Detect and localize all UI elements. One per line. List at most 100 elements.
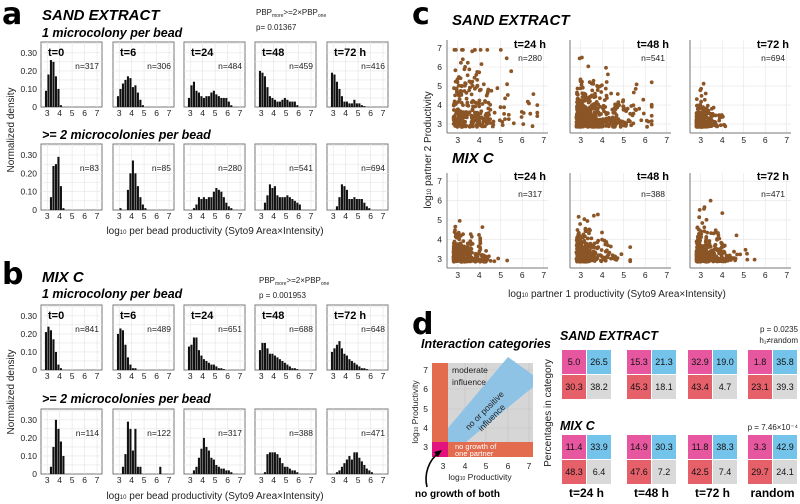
one-partner-label-2: one partner	[455, 449, 494, 458]
histogram-bar	[124, 344, 127, 370]
histogram-bar	[52, 166, 55, 210]
histogram-bar	[207, 362, 210, 370]
histogram-bar	[276, 195, 279, 210]
scatter-point	[457, 254, 462, 258]
x-tick-label: 6	[368, 211, 373, 221]
n-label: n=317	[75, 61, 99, 71]
x-tick-label: 4	[129, 371, 134, 381]
scatter-point	[484, 249, 488, 253]
histogram-bar	[286, 364, 289, 370]
category-cell	[587, 435, 611, 459]
x-tick-label: 4	[200, 211, 205, 221]
histogram-bar	[353, 99, 356, 107]
scatter-point	[531, 92, 536, 96]
histogram-bar	[136, 466, 139, 474]
scatter-point	[476, 257, 480, 261]
scatter-point	[458, 123, 463, 128]
x-tick-label: 5	[356, 475, 361, 485]
histogram-bar	[358, 103, 361, 107]
scatter-point	[592, 110, 597, 114]
histogram-bar	[266, 454, 269, 474]
scatter-point	[697, 248, 702, 252]
x-tick-label: 7	[541, 270, 546, 280]
category-cell	[562, 350, 586, 374]
histogram-panel: t=72 h n=648 3 4 5 6 7	[326, 304, 389, 381]
histogram-bar	[345, 189, 348, 210]
scatter-point	[476, 251, 481, 256]
histogram-bar	[134, 428, 137, 474]
category-cell	[627, 460, 651, 484]
scatter-point	[596, 253, 601, 258]
histogram-bar	[210, 457, 213, 474]
scatter-point	[705, 259, 710, 264]
scatter-point	[595, 240, 600, 245]
x-tick-label: 4	[343, 108, 348, 118]
time-label: t=6	[120, 47, 136, 59]
scatter-point	[732, 249, 736, 254]
diagram-xlabel: log10 Productivity	[448, 472, 512, 482]
histogram-bar	[263, 76, 267, 107]
histogram-bar	[59, 186, 62, 210]
histogram-bar	[190, 85, 193, 107]
scatter-point	[469, 92, 474, 97]
histogram-bar	[283, 197, 286, 210]
category-cell	[688, 435, 712, 459]
scatter-point	[577, 104, 582, 109]
histogram-bar	[210, 92, 213, 107]
n-label: n=280	[218, 163, 242, 173]
n-label: n=651	[218, 324, 242, 334]
histogram-bar	[348, 199, 351, 210]
scatter-point	[478, 48, 483, 52]
y-tick-label: 0.10	[20, 347, 37, 357]
y-tick-label: 0.10	[20, 84, 37, 94]
scatter-point	[596, 212, 600, 217]
histogram-bar	[271, 188, 274, 210]
scatter-point	[462, 122, 466, 127]
scatter-point	[480, 124, 485, 129]
category-value: 4.7	[719, 382, 732, 392]
scatter-point	[582, 258, 587, 263]
category-cell	[713, 350, 737, 374]
y-tick-label: 3	[437, 254, 442, 264]
histogram-bar	[202, 437, 205, 474]
scatter-point	[702, 97, 707, 102]
histogram-bar	[363, 464, 366, 474]
x-tick-label: 4	[477, 135, 482, 145]
category-value: 29.7	[751, 467, 769, 477]
histogram-bar	[348, 103, 351, 107]
histogram-bar	[49, 466, 53, 474]
scatter-point	[602, 118, 606, 123]
histogram-bar	[215, 464, 218, 474]
x-tick-label: 3	[331, 108, 336, 118]
histogram-bar	[129, 364, 132, 370]
block-label: random	[750, 486, 794, 500]
category-block: 14.9 30.3 47.6 7.2 t=48 h	[627, 435, 676, 500]
histogram-bar	[230, 105, 233, 107]
histogram-bar	[141, 105, 144, 107]
y-tick-label: 4	[437, 234, 442, 244]
scatter-point	[452, 259, 456, 264]
scatter-point	[576, 231, 581, 235]
histogram-bar	[210, 197, 213, 210]
histogram-frame	[40, 408, 103, 475]
category-cell	[773, 375, 797, 399]
scatter-point	[628, 245, 633, 250]
svg-text:3: 3	[423, 442, 428, 452]
x-tick-label: 7	[381, 475, 386, 485]
scatter-point	[462, 89, 467, 93]
histogram-panel: n=85 3 4 5 6 7	[112, 143, 175, 221]
scatter-point	[628, 259, 633, 264]
scatter-panel: t=72 h n=694 3 4 5 6 7	[689, 39, 791, 145]
one-partner-region-horizontal	[432, 442, 533, 457]
histogram-bar	[368, 208, 371, 210]
histogram-bar	[363, 106, 366, 107]
histogram-bar	[281, 197, 284, 210]
scatter-point	[459, 117, 464, 121]
histogram-bar	[195, 90, 198, 107]
x-tick-label: 6	[296, 211, 301, 221]
scatter-point	[473, 100, 478, 105]
scatter-point	[735, 252, 739, 257]
x-tick-label: 4	[129, 108, 134, 118]
diagram-y-ticks: 3 4 5 6 7	[423, 365, 428, 452]
category-value: 3.3	[754, 442, 767, 452]
